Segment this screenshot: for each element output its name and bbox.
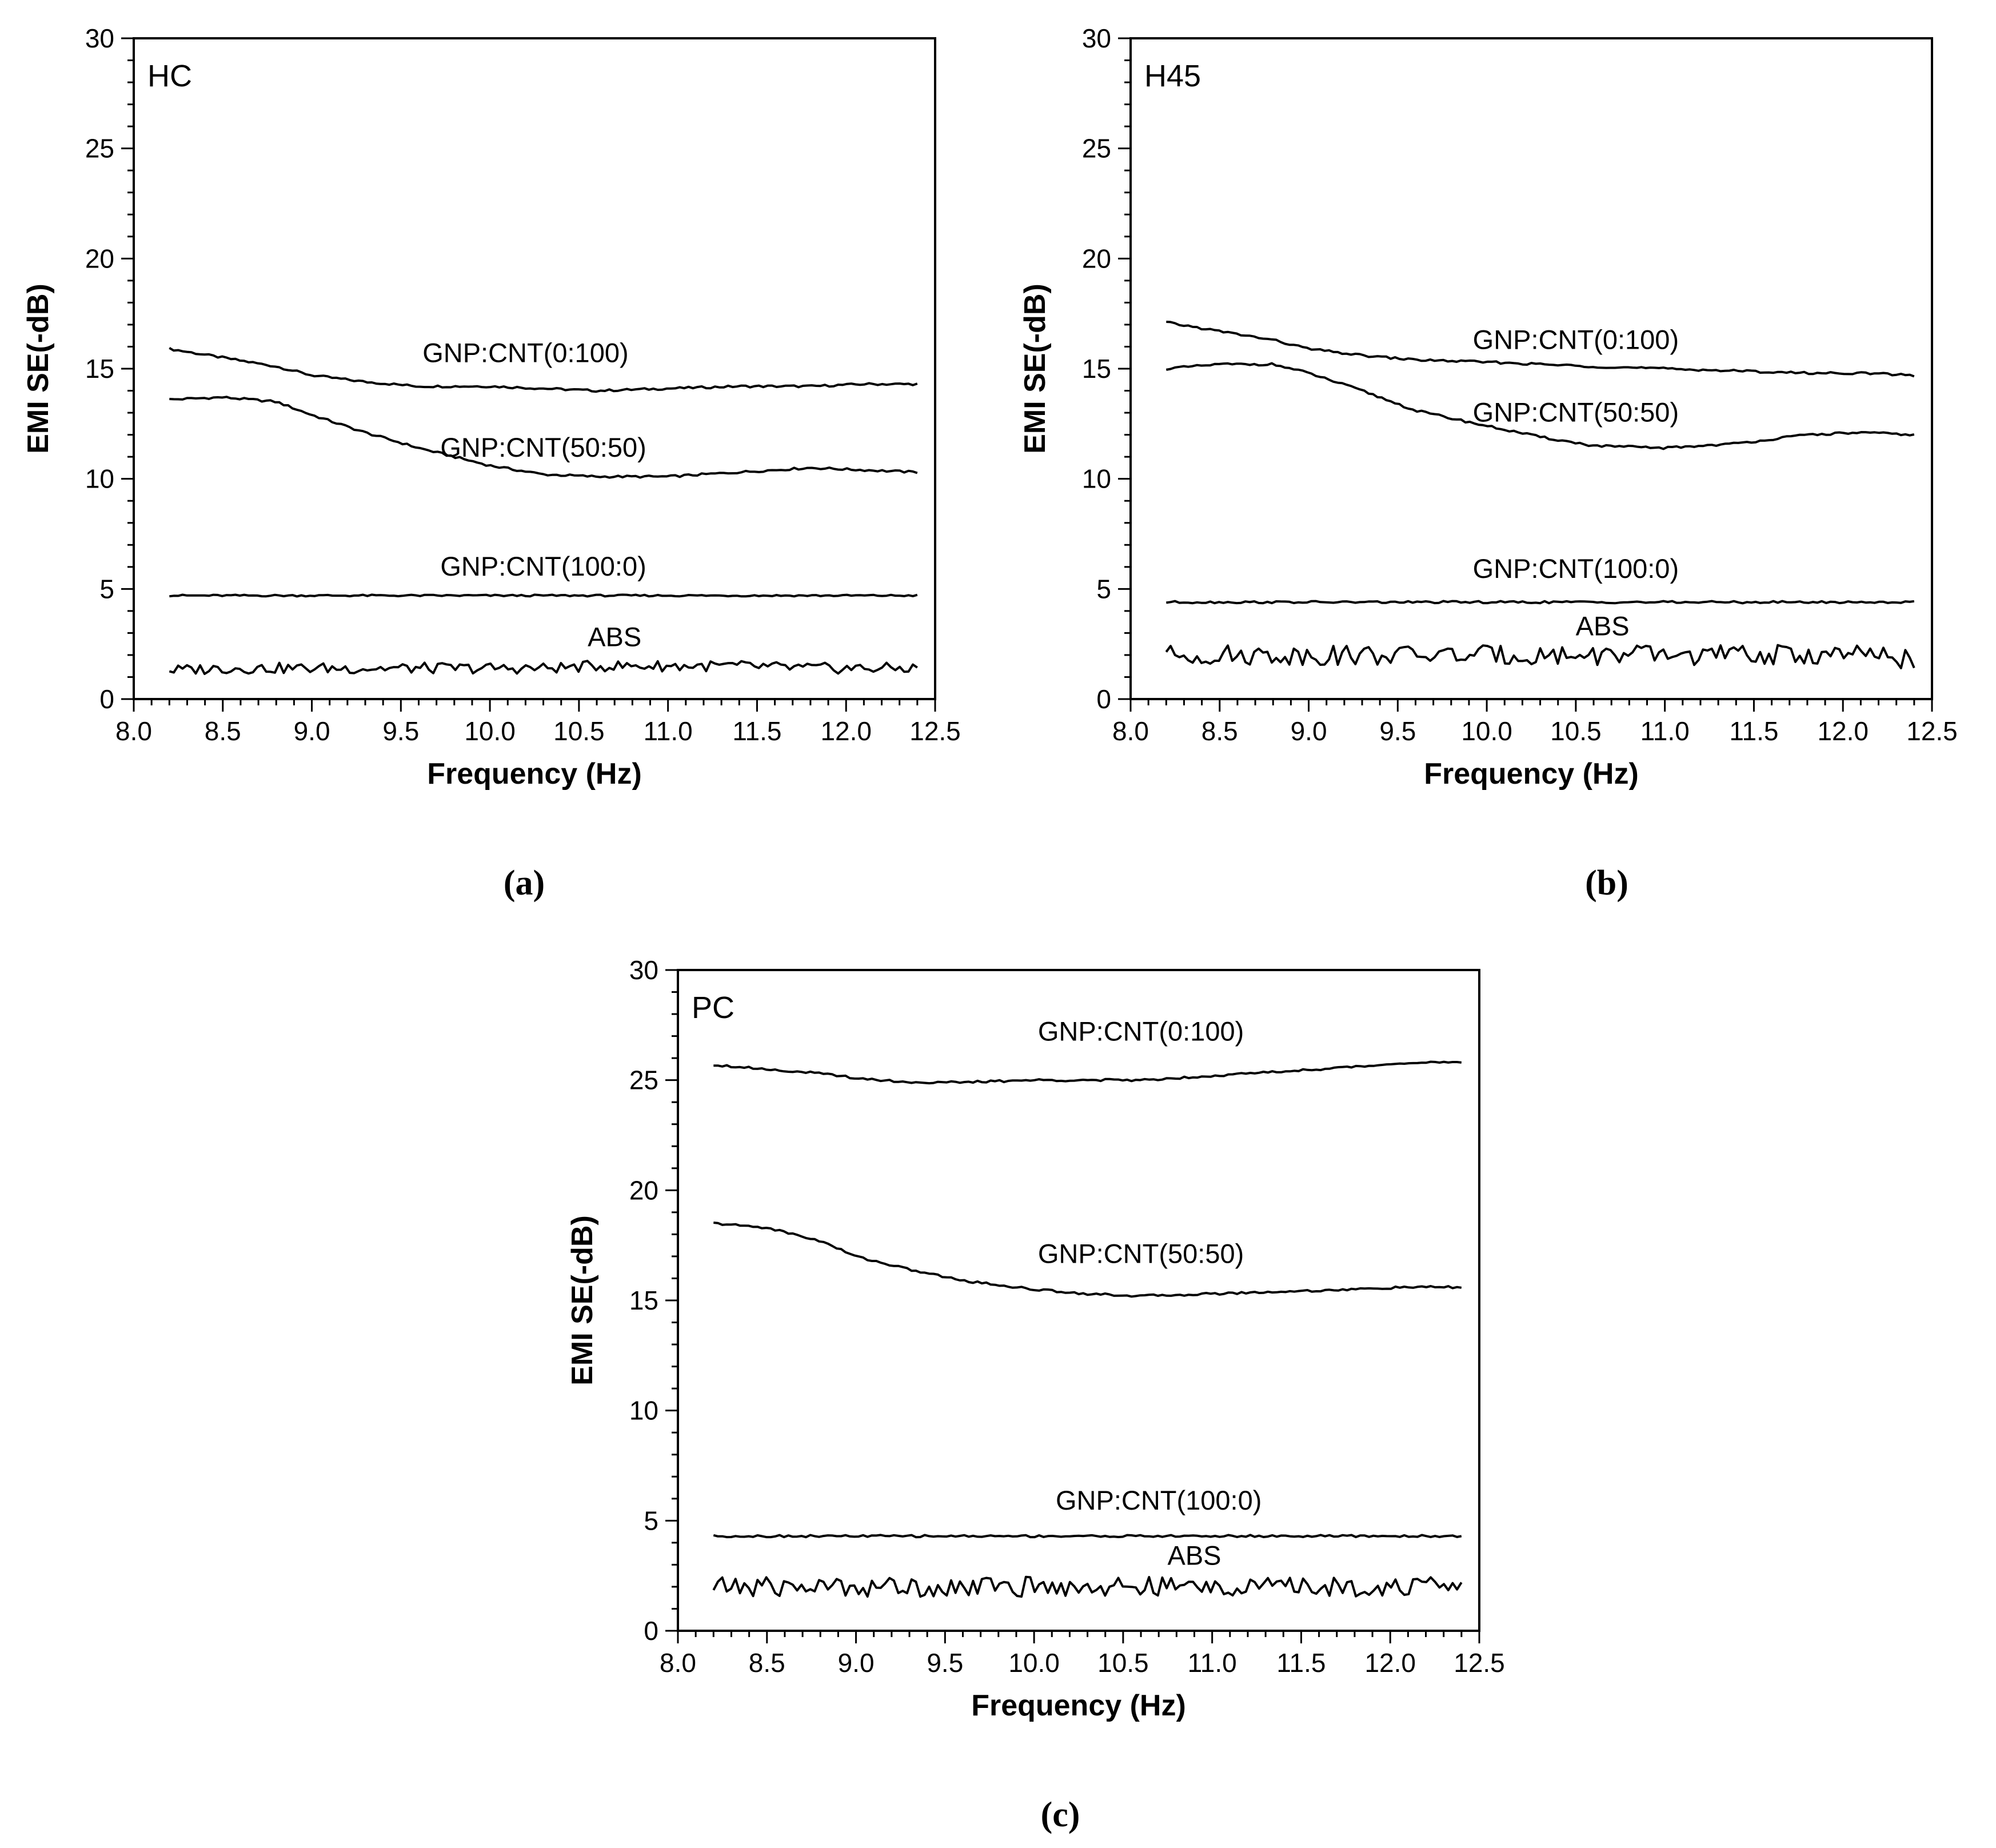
plot-frame xyxy=(677,969,1480,1632)
x-tick-label: 12.5 xyxy=(909,716,961,746)
y-tick-label: 20 xyxy=(85,244,114,273)
x-tick-label: 8.0 xyxy=(1112,716,1149,746)
plot-frame xyxy=(1129,37,1933,700)
panel-hc: 8.0 8.5 9.0 9.5 10.0 10.5 11.0 11.5 12.0 12.5 0 5 10… xyxy=(22,23,961,903)
x-tick-label: 12.0 xyxy=(1817,716,1869,746)
series-line xyxy=(1166,321,1915,378)
y-tick-label: 15 xyxy=(629,1286,658,1315)
y-tick-label: 0 xyxy=(644,1616,658,1646)
y-tick-label: 25 xyxy=(85,134,114,163)
y-tick-label: 5 xyxy=(99,574,114,604)
y-tick-label: 15 xyxy=(1082,354,1111,384)
series-line xyxy=(712,1575,1463,1598)
x-tick-label: 9.0 xyxy=(1291,716,1327,746)
y-tick-label: 20 xyxy=(1082,244,1111,273)
series-label: ABS xyxy=(588,622,641,652)
y-tick-label: 5 xyxy=(1096,574,1111,604)
y-axis-title: EMI SE(-dB) xyxy=(22,284,55,454)
y-tick-label: 15 xyxy=(85,354,114,384)
x-tick-label: 10.5 xyxy=(1097,1648,1149,1678)
series-line xyxy=(1166,600,1915,605)
x-axis-title: Frequency (Hz) xyxy=(1424,757,1639,791)
series-label: GNP:CNT(0:100) xyxy=(422,337,628,368)
panel-caption: (a) xyxy=(504,864,545,903)
series-label: GNP:CNT(0:100) xyxy=(1473,324,1679,354)
y-axis-title: EMI SE(-dB) xyxy=(1019,284,1052,454)
series-line xyxy=(169,593,918,598)
y-axis-title: EMI SE(-dB) xyxy=(566,1215,599,1386)
series-label: GNP:CNT(0:100) xyxy=(1038,1016,1244,1046)
x-axis-title: Frequency (Hz) xyxy=(971,1689,1186,1722)
series-label: GNP:CNT(50:50) xyxy=(1038,1238,1244,1268)
y-tick-label: 0 xyxy=(1096,684,1111,714)
y-tick-label: 30 xyxy=(629,955,658,985)
x-tick-label: 9.0 xyxy=(294,716,330,746)
x-tick-label: 11.0 xyxy=(1640,716,1690,746)
x-tick-label: 11.5 xyxy=(1729,716,1778,746)
x-tick-label: 9.5 xyxy=(382,716,419,746)
series-label: GNP:CNT(100:0) xyxy=(440,551,646,581)
series-line xyxy=(713,1222,1462,1298)
panel-pc: 8.0 8.5 9.0 9.5 10.0 10.5 11.0 11.5 12.0 12.5 0 5 10… xyxy=(566,955,1505,1834)
y-tick-label: 25 xyxy=(1082,134,1111,163)
series-label: GNP:CNT(50:50) xyxy=(1473,397,1679,427)
y-tick-label: 30 xyxy=(1082,23,1111,53)
plot-frame xyxy=(133,37,936,700)
x-tick-label: 8.5 xyxy=(749,1648,785,1678)
x-tick-label: 11.5 xyxy=(1276,1648,1326,1678)
series-line xyxy=(169,660,918,675)
x-tick-label: 9.5 xyxy=(1379,716,1416,746)
x-tick-label: 10.0 xyxy=(464,716,516,746)
y-tick-label: 10 xyxy=(629,1396,658,1426)
x-tick-label: 8.0 xyxy=(115,716,152,746)
panel-h45: 8.0 8.5 9.0 9.5 10.0 10.5 11.0 11.5 12.0 12.5 0 5 10… xyxy=(1019,23,1958,903)
series-label: ABS xyxy=(1576,610,1630,641)
panel-tag: PC xyxy=(692,991,734,1025)
series-line xyxy=(1165,362,1915,450)
x-tick-label: 12.5 xyxy=(1906,716,1958,746)
x-tick-label: 12.0 xyxy=(820,716,872,746)
series-label: ABS xyxy=(1167,1540,1221,1570)
x-axis-title: Frequency (Hz) xyxy=(427,757,642,791)
x-tick-label: 11.5 xyxy=(732,716,781,746)
series-label: GNP:CNT(50:50) xyxy=(440,432,646,462)
panel-caption: (c) xyxy=(1041,1795,1080,1834)
x-tick-label: 11.0 xyxy=(644,716,693,746)
y-tick-label: 5 xyxy=(644,1506,658,1535)
x-tick-label: 10.0 xyxy=(1461,716,1512,746)
x-tick-label: 12.0 xyxy=(1364,1648,1416,1678)
x-tick-label: 10.0 xyxy=(1008,1648,1060,1678)
y-tick-label: 10 xyxy=(85,464,114,494)
series-line xyxy=(169,346,918,393)
series-label: GNP:CNT(100:0) xyxy=(1473,553,1679,584)
y-tick-label: 25 xyxy=(629,1065,658,1095)
y-tick-label: 10 xyxy=(1082,464,1111,494)
x-tick-label: 8.0 xyxy=(660,1648,696,1678)
y-tick-label: 30 xyxy=(85,23,114,53)
y-tick-label: 0 xyxy=(99,684,114,714)
panel-tag: HC xyxy=(147,59,192,93)
series-line xyxy=(713,1534,1462,1539)
x-tick-label: 10.5 xyxy=(1550,716,1602,746)
x-tick-label: 9.5 xyxy=(927,1648,963,1678)
series-line xyxy=(169,396,918,479)
series-line xyxy=(1165,644,1915,669)
panel-caption: (b) xyxy=(1585,864,1628,903)
x-tick-label: 10.5 xyxy=(553,716,605,746)
x-tick-label: 9.0 xyxy=(838,1648,875,1678)
series-label: GNP:CNT(100:0) xyxy=(1056,1485,1262,1515)
y-tick-label: 20 xyxy=(629,1175,658,1205)
panel-tag: H45 xyxy=(1144,59,1201,93)
x-tick-label: 8.5 xyxy=(205,716,241,746)
x-tick-label: 12.5 xyxy=(1454,1648,1505,1678)
x-tick-label: 8.5 xyxy=(1201,716,1238,746)
series-line xyxy=(713,1060,1462,1085)
x-tick-label: 11.0 xyxy=(1188,1648,1237,1678)
